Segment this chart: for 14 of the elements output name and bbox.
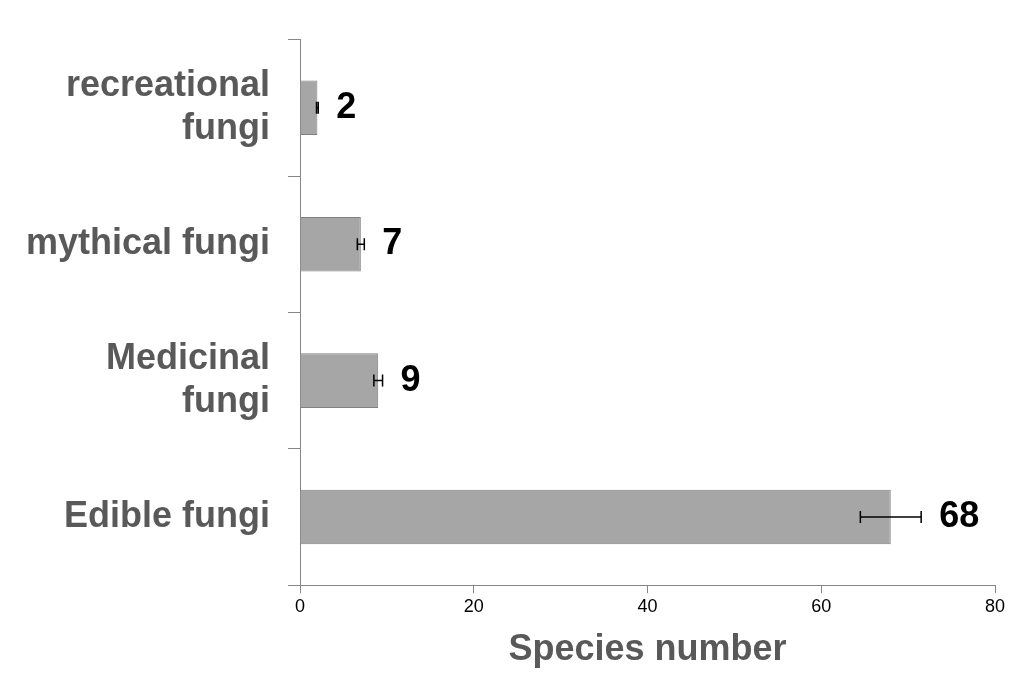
data-label: 2 <box>336 84 357 126</box>
y-tick-label: mythical fungi <box>25 221 271 263</box>
data-label: 68 <box>939 493 980 535</box>
y-tick-label: Edible fungi <box>64 493 271 535</box>
x-tick-label: 0 <box>295 595 306 616</box>
data-label: 7 <box>382 221 403 263</box>
x-axis-title: Species number <box>508 627 787 669</box>
y-tick-label: recreational fungi <box>65 63 271 148</box>
x-tick-label: 60 <box>811 595 832 616</box>
x-tick-label: 20 <box>463 595 484 616</box>
x-tick-label: 40 <box>637 595 658 616</box>
y-tick-label: Medicinal fungi <box>105 335 271 421</box>
data-label: 9 <box>400 357 421 399</box>
x-tick-label: 80 <box>984 595 1006 616</box>
